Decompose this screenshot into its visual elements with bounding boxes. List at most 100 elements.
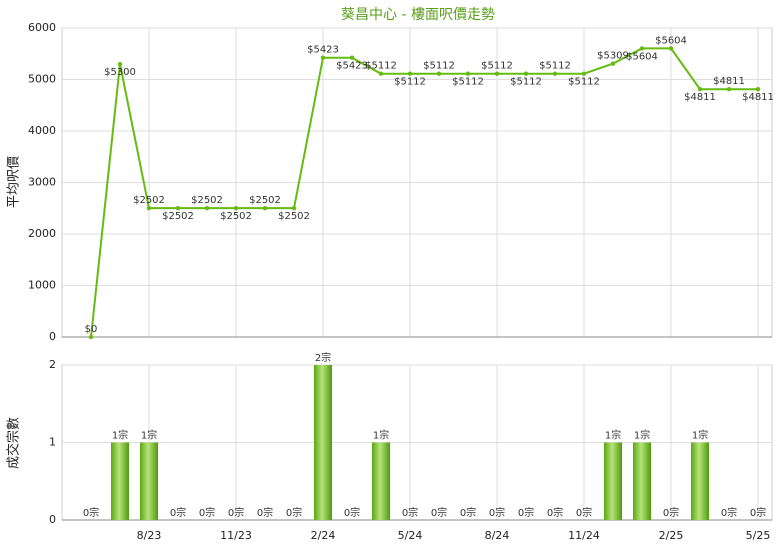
data-label: 0宗: [228, 506, 244, 519]
data-label: $2502: [133, 195, 165, 206]
point: [523, 71, 529, 76]
data-label: 1宗: [692, 429, 708, 442]
data-label: 0宗: [518, 506, 534, 519]
bar: [111, 442, 129, 520]
data-label: 1宗: [141, 429, 157, 442]
data-label: $5604: [626, 51, 658, 62]
data-label: 0宗: [663, 506, 679, 519]
y-tick-label: 4000: [28, 124, 56, 137]
y-tick-label: 2000: [28, 227, 56, 240]
point: [407, 71, 413, 76]
data-label: 1宗: [634, 429, 650, 442]
y-tick-label: 0: [49, 513, 56, 526]
point: [88, 334, 94, 340]
point: [262, 205, 268, 211]
data-label: 0宗: [199, 506, 215, 519]
chart-title: 葵昌中心 - 樓面呎價走勢: [341, 6, 495, 23]
data-label: $5604: [655, 35, 687, 46]
bar: [633, 442, 651, 520]
data-label: 0宗: [344, 506, 360, 519]
data-label: $0: [85, 324, 98, 335]
data-label: 0宗: [460, 506, 476, 519]
data-label: 0宗: [547, 506, 563, 519]
y-tick-label: 5000: [28, 73, 56, 86]
x-tick-label: 2/24: [311, 529, 336, 542]
data-label: $2502: [220, 211, 252, 222]
point: [320, 55, 326, 60]
data-label: 0宗: [170, 506, 186, 519]
data-label: $5112: [481, 61, 513, 72]
data-label: $4811: [713, 76, 745, 87]
x-tick-label: 8/23: [137, 529, 162, 542]
data-label: $5300: [104, 67, 136, 78]
data-label: 0宗: [431, 506, 447, 519]
bar: [691, 442, 709, 520]
bar: [604, 442, 622, 520]
data-label: $5112: [365, 61, 397, 72]
data-label: $5309: [597, 51, 629, 62]
data-label: $5112: [510, 77, 542, 88]
point: [668, 46, 674, 51]
point: [639, 46, 645, 51]
y-tick-label: 2: [49, 358, 56, 371]
bar: [314, 365, 332, 520]
point: [552, 71, 558, 76]
point: [436, 71, 442, 76]
x-tick-label: 8/24: [485, 529, 510, 542]
data-label: 0宗: [721, 506, 737, 519]
data-label: $5112: [423, 61, 455, 72]
bar: [372, 442, 390, 520]
x-tick-label: 5/24: [398, 529, 423, 542]
point: [175, 205, 181, 211]
y-tick-label: 0: [49, 330, 56, 343]
data-label: 1宗: [605, 429, 621, 442]
x-tick-label: 2/25: [659, 529, 684, 542]
point: [349, 55, 355, 60]
data-label: 0宗: [576, 506, 592, 519]
data-label: $2502: [162, 211, 194, 222]
data-label: $2502: [278, 211, 310, 222]
data-label: 0宗: [286, 506, 302, 519]
x-tick-label: 11/23: [220, 529, 252, 542]
data-label: $2502: [191, 195, 223, 206]
point: [204, 205, 210, 211]
point: [494, 71, 500, 76]
x-tick-label: 5/25: [746, 529, 771, 542]
y-tick-label: 1: [49, 436, 56, 449]
data-label: $5423: [307, 45, 339, 56]
data-label: 0宗: [489, 506, 505, 519]
data-label: $5423: [336, 61, 368, 72]
point: [610, 61, 616, 66]
data-label: $5112: [568, 77, 600, 88]
data-label: 1宗: [112, 429, 128, 442]
data-label: 0宗: [750, 506, 766, 519]
data-label: $4811: [742, 92, 774, 103]
bar: [140, 442, 158, 520]
y-axis-title: 成交宗數: [6, 417, 22, 469]
point: [117, 61, 123, 67]
data-label: 0宗: [402, 506, 418, 519]
data-label: $2502: [249, 195, 281, 206]
data-label: $5112: [452, 77, 484, 88]
data-label: 0宗: [83, 506, 99, 519]
point: [726, 87, 732, 92]
data-label: $5112: [394, 77, 426, 88]
point: [233, 205, 239, 211]
point: [697, 87, 703, 92]
point: [581, 71, 587, 76]
point: [755, 87, 761, 92]
y-tick-label: 6000: [28, 21, 56, 34]
y-axis-title: 平均呎價: [7, 156, 22, 208]
data-label: $5112: [539, 61, 571, 72]
point: [146, 205, 152, 211]
point: [291, 205, 297, 211]
point: [465, 71, 471, 76]
x-tick-label: 11/24: [568, 529, 600, 542]
y-tick-label: 3000: [28, 176, 56, 189]
line: [90, 47, 758, 338]
y-tick-label: 1000: [28, 279, 56, 292]
data-label: 1宗: [373, 429, 389, 442]
data-label: $4811: [684, 92, 716, 103]
data-label: 0宗: [257, 506, 273, 519]
